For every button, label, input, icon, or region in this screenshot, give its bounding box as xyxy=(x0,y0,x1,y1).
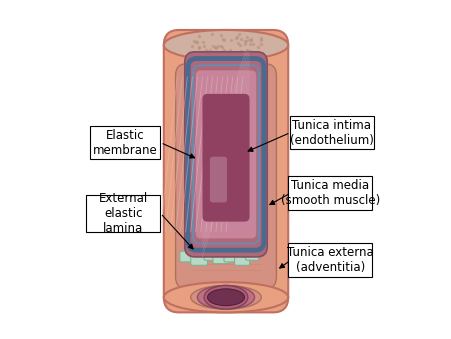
Ellipse shape xyxy=(197,285,254,309)
FancyBboxPatch shape xyxy=(289,116,373,149)
FancyBboxPatch shape xyxy=(163,30,288,313)
Ellipse shape xyxy=(190,285,261,309)
Text: Elastic
membrane: Elastic membrane xyxy=(92,128,157,157)
FancyBboxPatch shape xyxy=(175,64,276,289)
FancyBboxPatch shape xyxy=(190,254,207,265)
FancyBboxPatch shape xyxy=(202,94,249,222)
FancyBboxPatch shape xyxy=(204,250,217,260)
Ellipse shape xyxy=(163,30,288,60)
FancyBboxPatch shape xyxy=(86,195,160,232)
FancyBboxPatch shape xyxy=(288,176,372,210)
Text: Tunica externa
(adventitia): Tunica externa (adventitia) xyxy=(286,246,373,274)
Ellipse shape xyxy=(163,282,288,313)
Ellipse shape xyxy=(207,289,244,306)
FancyBboxPatch shape xyxy=(184,52,267,257)
FancyBboxPatch shape xyxy=(179,251,194,262)
FancyBboxPatch shape xyxy=(212,253,229,264)
FancyBboxPatch shape xyxy=(209,157,226,202)
FancyBboxPatch shape xyxy=(245,250,258,260)
Text: Tunica intima
(endothelium): Tunica intima (endothelium) xyxy=(290,119,373,146)
FancyBboxPatch shape xyxy=(288,243,372,277)
Ellipse shape xyxy=(204,285,247,309)
Text: Tunica media
(smooth muscle): Tunica media (smooth muscle) xyxy=(280,179,379,207)
FancyBboxPatch shape xyxy=(195,70,256,238)
FancyBboxPatch shape xyxy=(234,254,249,265)
FancyBboxPatch shape xyxy=(224,252,238,262)
FancyBboxPatch shape xyxy=(90,126,160,159)
Text: External
elastic
lamina: External elastic lamina xyxy=(99,192,148,235)
